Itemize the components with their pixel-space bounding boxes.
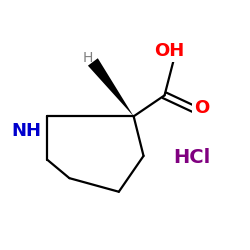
Text: HCl: HCl <box>173 148 210 167</box>
Polygon shape <box>88 58 134 116</box>
Text: H: H <box>83 51 93 65</box>
Text: OH: OH <box>154 42 184 60</box>
Text: O: O <box>194 99 209 117</box>
Text: NH: NH <box>11 122 41 140</box>
